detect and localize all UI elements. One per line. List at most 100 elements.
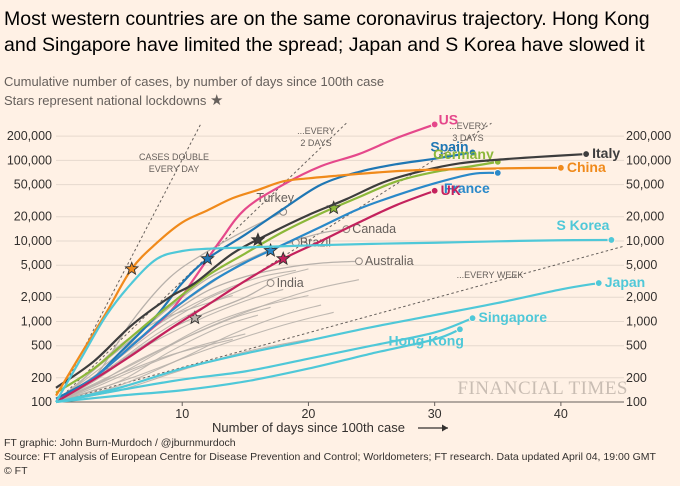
series-australia: Australia xyxy=(55,254,414,403)
reference-line-label: ...EVERY xyxy=(449,121,487,131)
reference-line-label: 3 DAYS xyxy=(452,133,483,143)
y-tick-label-right: 500 xyxy=(626,339,647,353)
x-axis-title: Number of days since 100th case xyxy=(212,420,405,435)
series-label: Spain xyxy=(430,138,468,154)
series-end-dot xyxy=(582,150,591,158)
footer-credit: FT graphic: John Burn-Murdoch / @jburnmu… xyxy=(4,437,236,449)
chart-footer: FT graphic: John Burn-Murdoch / @jburnmu… xyxy=(4,436,676,478)
series-label: France xyxy=(444,180,490,196)
background-country-line xyxy=(55,333,246,403)
footer-source: Source: FT analysis of European Centre f… xyxy=(4,451,656,463)
background-country-line xyxy=(55,268,309,403)
series-end-dot xyxy=(556,163,565,172)
series-japan: Japan xyxy=(55,274,645,404)
series-label: US xyxy=(439,111,458,127)
y-tick-label-left: 100 xyxy=(31,395,52,409)
y-tick-label-left: 200,000 xyxy=(7,129,52,143)
y-tick-label-right: 10,000 xyxy=(626,234,664,248)
gridlines: 100 100 200 200 500 500 1,000 1,000 2,000 2,000 5,… xyxy=(7,129,671,409)
series-line xyxy=(55,152,587,389)
series-germany: Germany xyxy=(55,146,502,394)
ft-watermark: FINANCIAL TIMES xyxy=(457,378,628,399)
lockdown-star-icon xyxy=(250,232,266,247)
background-country-line xyxy=(55,279,360,403)
reference-line xyxy=(55,245,625,403)
y-tick-label-left: 50,000 xyxy=(14,178,52,192)
series-uk: UK xyxy=(55,182,461,403)
series-line xyxy=(55,189,436,403)
y-tick-label-right: 2,000 xyxy=(626,290,657,304)
series-label: Hong Kong xyxy=(388,332,463,348)
series-china: China xyxy=(55,159,606,397)
series-line xyxy=(55,328,461,404)
y-tick-label-right: 200 xyxy=(626,371,647,385)
background-series xyxy=(55,268,360,403)
y-tick-label-left: 10,000 xyxy=(14,234,52,248)
x-tick-label: 10 xyxy=(175,407,189,421)
series-end-dot xyxy=(468,314,477,323)
reference-line-label: 2 DAYS xyxy=(300,138,331,148)
series-label: Japan xyxy=(605,274,645,290)
series-label: India xyxy=(277,276,304,290)
reference-line-label: EVERY DAY xyxy=(149,164,200,174)
series-hongkong: Hong Kong xyxy=(55,325,464,404)
series-end-dot xyxy=(493,168,502,177)
background-country-line xyxy=(55,288,284,403)
series-label: UK xyxy=(441,182,461,198)
series-label: Singapore xyxy=(479,309,548,325)
series-end-dot xyxy=(430,120,439,129)
background-country-line xyxy=(55,306,271,403)
series-line xyxy=(55,317,473,404)
series-line xyxy=(55,151,473,400)
y-tick-label-right: 200,000 xyxy=(626,129,671,143)
x-tick-label: 30 xyxy=(428,407,442,421)
y-tick-label-left: 20,000 xyxy=(14,210,52,224)
y-tick-label-left: 100,000 xyxy=(7,153,52,167)
lockdown-star-icon xyxy=(200,251,215,266)
reference-line-label: CASES DOUBLE xyxy=(139,152,209,162)
background-country-line xyxy=(55,294,309,403)
lockdown-star-icon xyxy=(275,251,291,266)
series-skorea: S Korea xyxy=(55,217,616,403)
series-line xyxy=(55,281,599,404)
background-country-line xyxy=(55,304,322,403)
y-tick-label-right: 50,000 xyxy=(626,178,664,192)
y-tick-label-left: 200 xyxy=(31,371,52,385)
reference-line-label: ...EVERY WEEK xyxy=(457,270,524,280)
series-label: China xyxy=(567,159,606,175)
star-icon: ★ xyxy=(209,92,224,109)
series-line xyxy=(55,171,498,403)
series-singapore: Singapore xyxy=(55,309,548,404)
series-label: Germany xyxy=(433,146,494,162)
series-end-dot xyxy=(266,279,275,287)
x-tick-label: 40 xyxy=(554,407,568,421)
lockdown-star-icon xyxy=(263,242,278,257)
arrow-head-icon xyxy=(442,424,448,432)
background-country-line xyxy=(55,287,233,403)
series-spain: Spain xyxy=(55,138,477,400)
series-italy: Italy xyxy=(55,145,620,389)
y-tick-label-right: 100,000 xyxy=(626,153,671,167)
series-line xyxy=(55,238,612,403)
y-tick-label-right: 100 xyxy=(626,395,647,409)
series-group: TurkeyCanadaBrazilAustraliaIndiaUSSpainG… xyxy=(55,111,645,404)
series-france: France xyxy=(55,168,502,403)
series-line xyxy=(55,160,498,394)
background-country-line xyxy=(55,338,233,403)
y-tick-label-right: 20,000 xyxy=(626,210,664,224)
y-tick-label-left: 2,000 xyxy=(21,290,52,304)
subtitle-note-line: Stars represent national lockdowns ★ xyxy=(4,91,384,110)
subtitle-note: Stars represent national lockdowns xyxy=(4,93,207,108)
series-label: S Korea xyxy=(556,217,609,233)
x-tick-label: 20 xyxy=(301,407,315,421)
chart-title: Most western countries are on the same c… xyxy=(4,8,650,56)
series-end-dot xyxy=(468,148,477,157)
lockdown-star-icon xyxy=(124,261,140,276)
y-tick-label-right: 5,000 xyxy=(626,258,657,272)
series-end-dot xyxy=(456,325,464,334)
y-tick-label-left: 1,000 xyxy=(21,314,52,328)
background-country-line xyxy=(55,311,334,403)
subtitle-main: Cumulative number of cases, by number of… xyxy=(4,74,385,89)
series-end-dot xyxy=(594,279,603,287)
